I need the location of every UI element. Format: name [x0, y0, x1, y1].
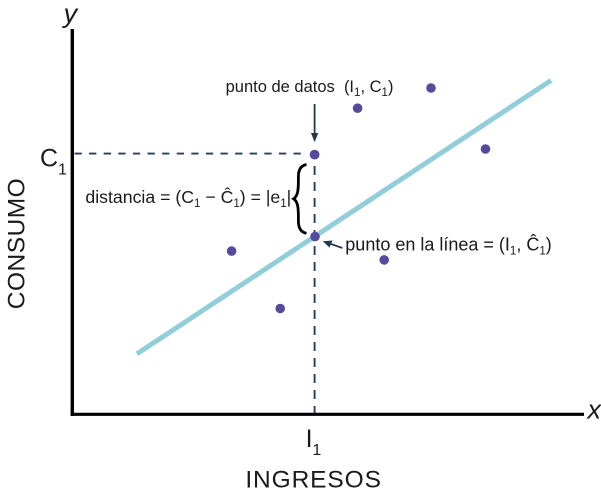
- svg-text:distancia = (C1 − Ĉ1) = |e1|: distancia = (C1 − Ĉ1) = |e1|: [85, 186, 291, 210]
- svg-text:C: C: [40, 144, 58, 172]
- svg-text:1: 1: [58, 162, 67, 179]
- svg-text:punto de datos (I1, C1): punto de datos (I1, C1): [226, 78, 394, 99]
- svg-text:INGRESOS: INGRESOS: [245, 467, 382, 494]
- svg-text:CONSUMO: CONSUMO: [4, 178, 31, 309]
- svg-text:x: x: [586, 394, 601, 424]
- svg-text:1: 1: [312, 442, 321, 459]
- svg-text:y: y: [62, 0, 79, 28]
- svg-text:punto en la línea = (I1, Ĉ1): punto en la línea = (I1, Ĉ1): [345, 234, 551, 258]
- svg-text:I: I: [306, 425, 313, 453]
